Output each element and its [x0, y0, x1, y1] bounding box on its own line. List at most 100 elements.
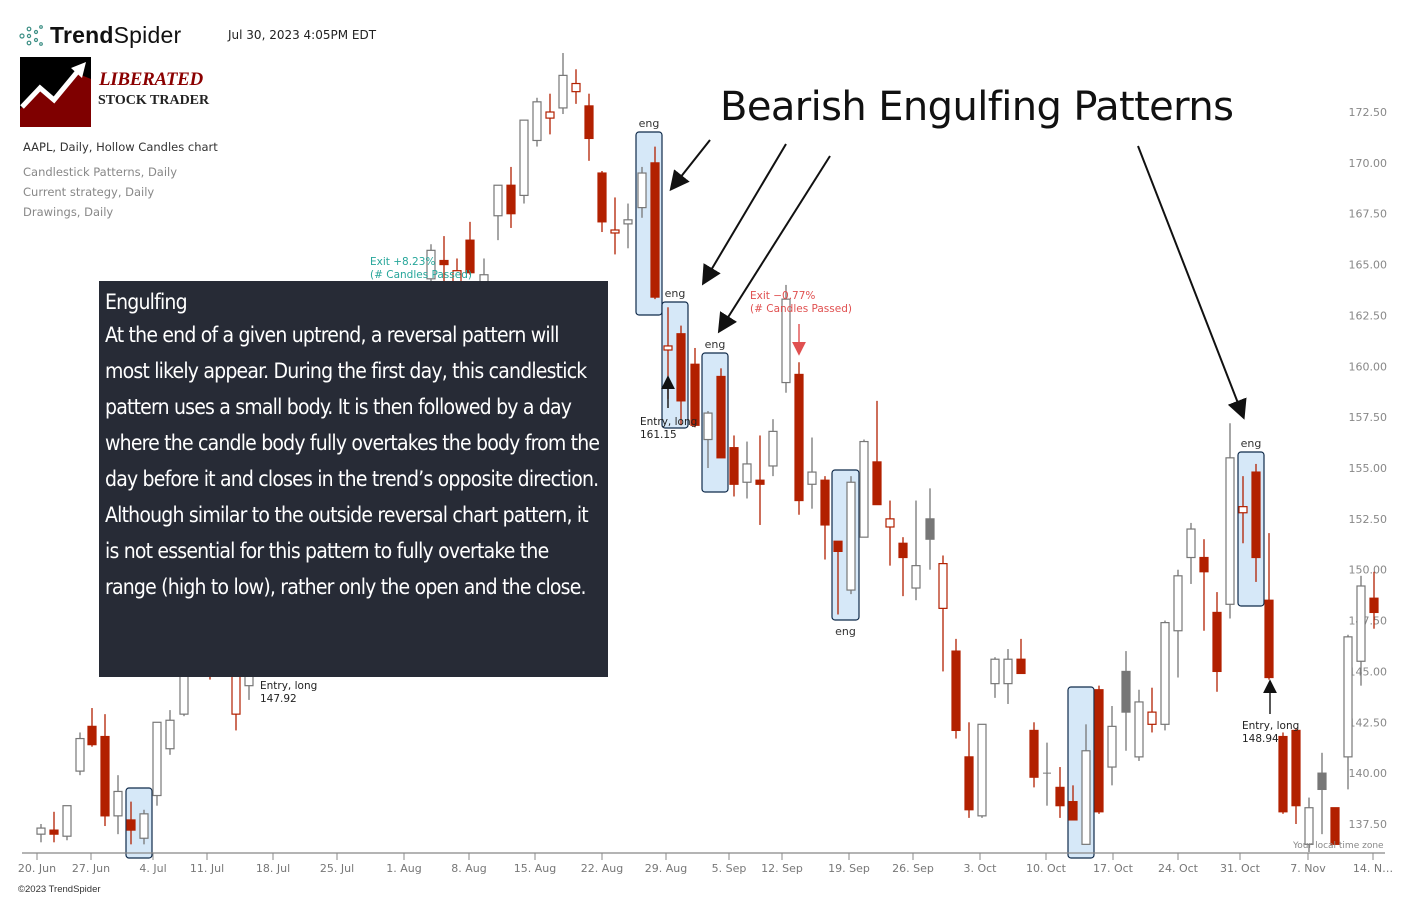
candle-body[interactable] [49, 829, 59, 835]
candle-body[interactable] [1291, 729, 1301, 807]
candle-body[interactable] [729, 447, 739, 485]
candle-body[interactable] [951, 650, 961, 732]
timezone-label[interactable]: Your local time zone [1293, 841, 1384, 851]
headline-annotation: Bearish Engulfing Patterns [720, 84, 1234, 130]
candle-body[interactable] [465, 239, 475, 274]
annotation-arrow [717, 155, 831, 334]
x-axis-tick-label: 26. Sep [892, 862, 934, 875]
candle-body[interactable] [1317, 772, 1327, 791]
candle-body[interactable] [781, 298, 791, 384]
candle-body[interactable] [833, 540, 843, 553]
candle-body[interactable] [1147, 711, 1157, 725]
candle-body[interactable] [426, 249, 436, 280]
candle-body[interactable] [1343, 636, 1353, 758]
candle-body[interactable] [87, 725, 97, 746]
candle-body[interactable] [663, 345, 673, 351]
candle-body[interactable] [1304, 807, 1314, 845]
candle-body[interactable] [1055, 786, 1065, 807]
candle-body[interactable] [532, 101, 542, 142]
candle-body[interactable] [1081, 750, 1091, 845]
candle-body[interactable] [703, 412, 713, 441]
candle-body[interactable] [742, 463, 752, 483]
x-axis-tick-label: 24. Oct [1158, 862, 1199, 875]
candle-body[interactable] [1238, 506, 1248, 514]
candle-body[interactable] [519, 119, 529, 197]
candle-body[interactable] [846, 481, 856, 591]
candle-body[interactable] [650, 162, 660, 298]
candle-body[interactable] [807, 471, 817, 485]
candle-body[interactable] [768, 430, 778, 467]
candle-body[interactable] [1160, 622, 1170, 725]
legend-item-current-strategy[interactable]: Current strategy, Daily [23, 185, 155, 199]
candle-body[interactable] [1356, 585, 1366, 662]
candle-body[interactable] [964, 756, 974, 811]
candle-body[interactable] [938, 563, 948, 609]
candle-body[interactable] [1121, 670, 1131, 713]
chart-timestamp: Jul 30, 2023 4:05PM EDT [228, 28, 377, 42]
candle-body[interactable] [1199, 556, 1209, 573]
candle-body[interactable] [126, 819, 136, 831]
y-axis-tick-label: 157.50 [1349, 411, 1388, 424]
y-axis-tick-label: 155.00 [1349, 462, 1388, 475]
candle-body[interactable] [1016, 658, 1026, 675]
candle-body[interactable] [872, 461, 882, 506]
candle-body[interactable] [885, 518, 895, 528]
candle-body[interactable] [1330, 807, 1340, 845]
legend-item-drawings[interactable]: Drawings, Daily [23, 205, 114, 219]
candle-body[interactable] [690, 363, 700, 426]
candle-body[interactable] [1029, 729, 1039, 778]
candle-body[interactable] [1107, 725, 1117, 768]
x-axis-tick-label: 7. Nov [1290, 862, 1326, 875]
candle-body[interactable] [1264, 599, 1274, 679]
candle-body[interactable] [62, 805, 72, 837]
candle-body[interactable] [676, 333, 686, 402]
entry-label-2-price: 161.15 [640, 429, 677, 441]
candle-body[interactable] [637, 172, 647, 209]
pattern-label: eng [705, 338, 726, 351]
candle-body[interactable] [1369, 597, 1379, 614]
candle-body[interactable] [506, 184, 516, 215]
candle-body[interactable] [571, 82, 581, 93]
candle-body[interactable] [558, 74, 568, 109]
candle-body[interactable] [610, 229, 620, 234]
candle-body[interactable] [820, 479, 830, 526]
pattern-label: eng [665, 287, 686, 300]
candle-body[interactable] [36, 827, 46, 835]
candle-body[interactable] [1003, 658, 1013, 685]
legend-symbol[interactable]: AAPL, Daily, Hollow Candles chart [23, 140, 218, 154]
candle-body[interactable] [925, 518, 935, 540]
candle-body[interactable] [584, 105, 594, 140]
candle-body[interactable] [1173, 575, 1183, 632]
brand-name: TrendSpider [50, 22, 181, 49]
candle-body[interactable] [898, 542, 908, 559]
candle-body[interactable] [755, 479, 765, 485]
candle-body[interactable] [1134, 701, 1144, 758]
candle-body[interactable] [75, 737, 85, 772]
candle-body[interactable] [493, 184, 503, 217]
candle-body[interactable] [794, 373, 804, 502]
candle-body[interactable] [977, 723, 987, 817]
candle-body[interactable] [623, 219, 633, 225]
candle-body[interactable] [1251, 471, 1261, 559]
candle-body[interactable] [1212, 611, 1222, 673]
candle-body[interactable] [597, 172, 607, 223]
candle-body[interactable] [1225, 457, 1235, 605]
candle-body[interactable] [716, 375, 726, 459]
candle-body[interactable] [545, 111, 555, 119]
candle-body[interactable] [100, 735, 110, 817]
candle-body[interactable] [1094, 689, 1104, 813]
candle-body[interactable] [139, 813, 149, 839]
candle-body[interactable] [113, 790, 123, 817]
engulfing-pattern-box[interactable] [125, 787, 153, 859]
candle-body[interactable] [990, 658, 1000, 685]
candle-body[interactable] [1068, 801, 1078, 821]
candle-body[interactable] [152, 721, 162, 797]
candle-body[interactable] [911, 565, 921, 589]
candle-body[interactable] [165, 719, 175, 750]
candle-body[interactable] [1278, 735, 1288, 813]
candle-body[interactable] [1186, 528, 1196, 559]
candle-body[interactable] [859, 440, 869, 538]
candle-body[interactable] [439, 259, 449, 266]
legend-item-candlestick-patterns[interactable]: Candlestick Patterns, Daily [23, 165, 178, 179]
